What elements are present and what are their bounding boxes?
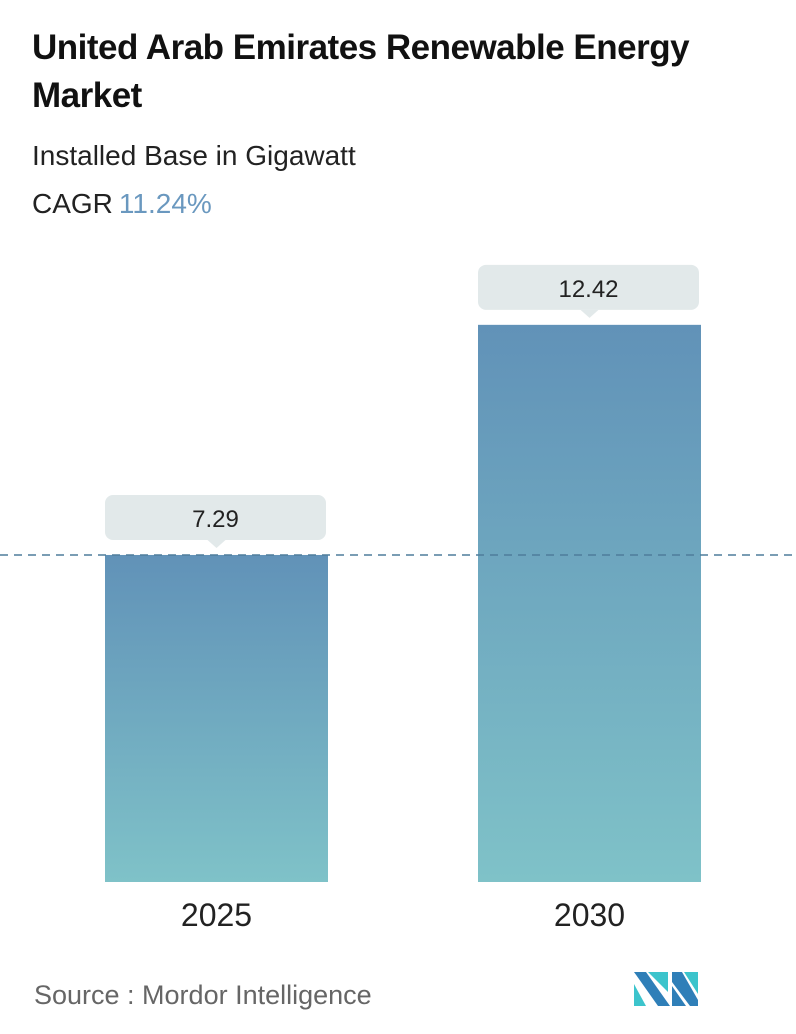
chart-title: United Arab Emirates Renewable Energy Ma… (32, 28, 690, 115)
cagr-value: 11.24% (118, 188, 212, 219)
cagr: CAGR 11.24% (32, 188, 212, 220)
data-label: 7.29 (192, 506, 239, 533)
data-label: 12.42 (558, 276, 618, 303)
data-label-box (478, 264, 699, 310)
x-tick-label: 2025 (181, 897, 252, 933)
chart-subtitle: Installed Base in Gigawatt (32, 140, 356, 171)
bar-2025 (105, 554, 328, 882)
data-label-box (105, 494, 326, 540)
data-label-pointer (580, 309, 599, 318)
x-tick-label: 2030 (554, 897, 625, 933)
source-text: Source : Mordor Intelligence (34, 980, 372, 1010)
cagr-label: CAGR (32, 188, 113, 219)
bar-2030 (478, 324, 701, 882)
data-label-pointer (207, 539, 226, 548)
